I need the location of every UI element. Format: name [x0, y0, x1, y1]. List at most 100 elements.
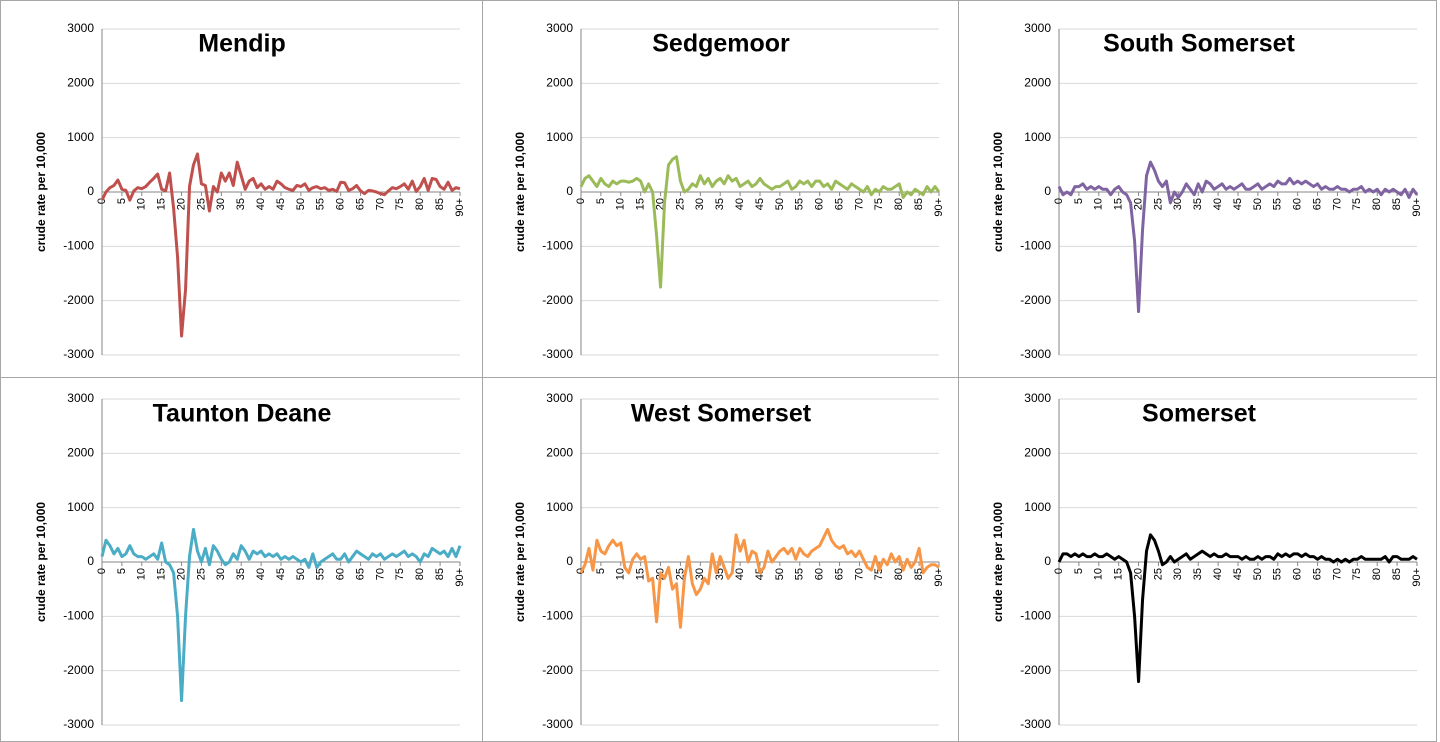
x-tick-label: 15 [1113, 198, 1125, 210]
x-tick-label: 80 [893, 198, 905, 210]
data-line [579, 527, 940, 629]
y-tick-label: 2000 [1024, 446, 1051, 460]
x-tick-label: 30 [1172, 198, 1184, 210]
x-tick-label: 55 [794, 568, 806, 580]
x-tick-label: 50 [295, 568, 307, 580]
chart-title: Taunton Deane [153, 400, 332, 428]
x-tick-label: 80 [1371, 568, 1383, 580]
x-tick-label: 60 [1292, 568, 1304, 580]
x-tick-label: 55 [315, 198, 327, 210]
x-tick-label: 90+ [454, 568, 466, 587]
y-tick-label: 1000 [67, 500, 94, 514]
x-tick-label: 15 [156, 568, 168, 580]
x-tick-label: 35 [235, 568, 247, 580]
chart-title: Mendip [198, 30, 286, 58]
x-tick-label: 55 [1272, 198, 1284, 210]
chart-title: Somerset [1142, 400, 1257, 428]
y-tick-label: 2000 [67, 446, 94, 460]
x-tick-label: 55 [315, 568, 327, 580]
y-tick-label: -2000 [63, 293, 94, 307]
y-axis-label: crude rate per 10,000 [991, 132, 1005, 252]
chart-title: West Somerset [631, 400, 812, 428]
y-tick-label: 2000 [67, 76, 94, 90]
y-tick-label: 1000 [67, 130, 94, 144]
x-tick-label: 35 [1192, 568, 1204, 580]
x-tick-label: 0 [1053, 568, 1065, 574]
y-tick-label: 0 [87, 184, 94, 198]
x-tick-label: 90+ [1411, 198, 1423, 217]
y-tick-label: 0 [87, 554, 94, 568]
y-tick-label: 1000 [546, 130, 573, 144]
x-tick-label: 35 [1192, 198, 1204, 210]
y-tick-label: -2000 [542, 663, 573, 677]
y-tick-label: -3000 [542, 717, 573, 731]
x-tick-label: 55 [1272, 568, 1284, 580]
x-tick-label: 30 [694, 198, 706, 210]
y-tick-label: -1000 [1020, 239, 1051, 253]
y-axis-label: crude rate per 10,000 [34, 132, 48, 252]
x-tick-label: 60 [814, 568, 826, 580]
x-tick-label: 10 [136, 198, 148, 210]
x-tick-label: 65 [833, 198, 845, 210]
data-line [100, 527, 462, 703]
x-tick-label: 70 [374, 198, 386, 210]
x-tick-label: 65 [833, 568, 845, 580]
data-line [100, 152, 461, 338]
x-tick-label: 40 [255, 568, 267, 580]
y-axis-label: crude rate per 10,000 [513, 132, 527, 252]
y-tick-label: -3000 [63, 347, 94, 361]
x-tick-label: 65 [354, 198, 366, 210]
x-tick-label: 25 [195, 198, 207, 210]
x-tick-label: 70 [1331, 198, 1343, 210]
x-tick-label: 0 [1053, 198, 1065, 204]
x-tick-label: 85 [1391, 568, 1403, 580]
x-tick-label: 30 [215, 568, 227, 580]
y-tick-label: 0 [1044, 184, 1051, 198]
x-tick-label: 35 [235, 198, 247, 210]
y-tick-label: 3000 [1024, 21, 1051, 35]
x-tick-label: 60 [1292, 198, 1304, 210]
chart-title: South Somerset [1103, 30, 1295, 58]
y-axis-label: crude rate per 10,000 [34, 502, 48, 622]
x-tick-label: 65 [1311, 568, 1323, 580]
x-tick-label: 85 [434, 198, 446, 210]
x-tick-label: 85 [913, 198, 925, 210]
x-tick-label: 45 [275, 198, 287, 210]
y-tick-label: -1000 [63, 239, 94, 253]
x-tick-label: 45 [1232, 198, 1244, 210]
y-tick-label: -2000 [1020, 663, 1051, 677]
y-tick-label: -3000 [1020, 347, 1051, 361]
x-tick-label: 75 [394, 198, 406, 210]
x-tick-label: 50 [774, 198, 786, 210]
x-tick-label: 45 [275, 568, 287, 580]
y-tick-label: 0 [566, 554, 573, 568]
y-tick-label: 3000 [546, 391, 573, 405]
x-tick-label: 75 [873, 568, 885, 580]
x-tick-label: 30 [215, 198, 227, 210]
x-tick-label: 75 [1351, 568, 1363, 580]
y-tick-label: -3000 [1020, 717, 1051, 731]
y-tick-label: 2000 [546, 446, 573, 460]
x-tick-label: 20 [1132, 568, 1144, 580]
y-tick-label: 1000 [1024, 130, 1051, 144]
x-tick-label: 55 [794, 198, 806, 210]
data-line [1057, 533, 1418, 684]
x-tick-label: 15 [635, 568, 647, 580]
y-tick-label: 1000 [546, 500, 573, 514]
x-tick-label: 50 [774, 568, 786, 580]
x-tick-label: 90+ [454, 198, 466, 217]
x-tick-label: 5 [116, 198, 128, 204]
x-tick-label: 25 [1152, 198, 1164, 210]
x-tick-label: 10 [1093, 568, 1105, 580]
y-tick-label: 3000 [67, 21, 94, 35]
x-tick-label: 10 [136, 568, 148, 580]
x-tick-label: 65 [354, 568, 366, 580]
x-tick-label: 45 [754, 198, 766, 210]
